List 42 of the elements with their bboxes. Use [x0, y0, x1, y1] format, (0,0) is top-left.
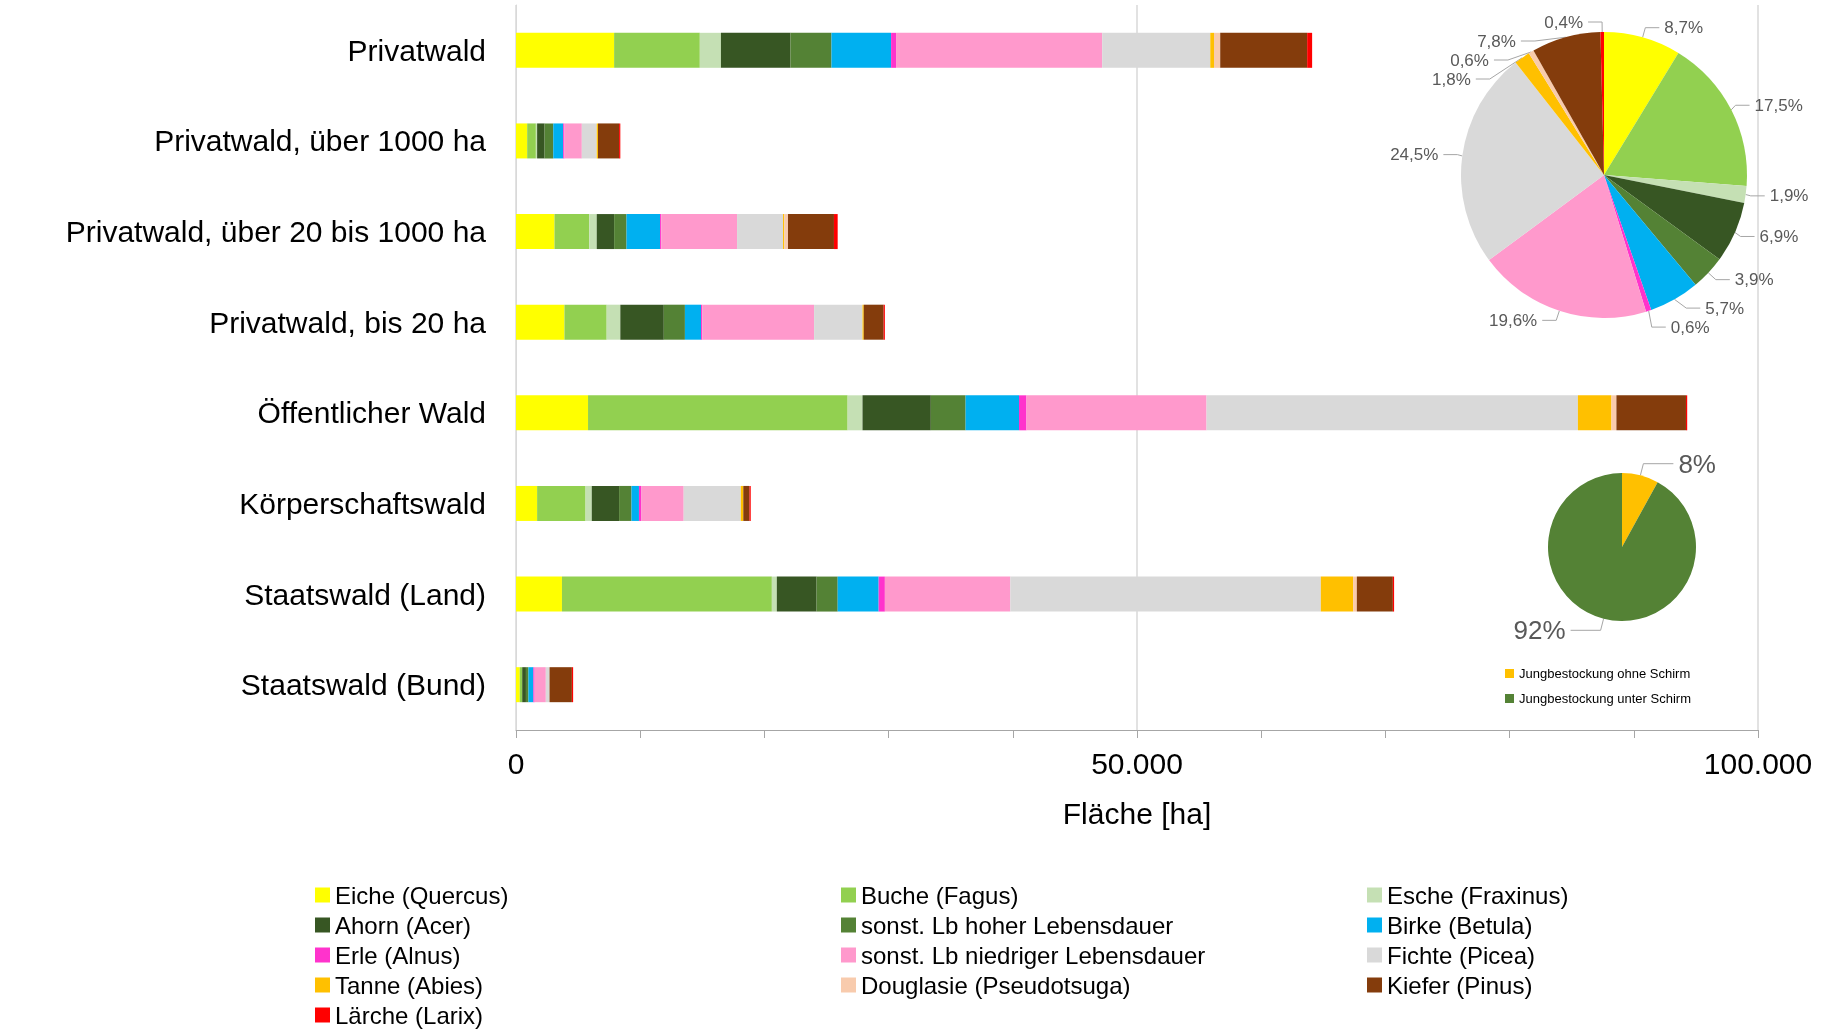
legend-label: Tanne (Abies) [335, 971, 484, 999]
legend-label: Douglasie (Pseudotsuga) [861, 971, 1131, 999]
legend-label: sonst. Lb niedriger Lebensdauer [861, 941, 1206, 969]
data-label: 0,4% [1544, 12, 1584, 32]
data-label: 5,7% [1705, 298, 1745, 318]
x-tick-label: 0 [507, 746, 525, 780]
y-tick-label: Privatwald, über 20 bis 1000 ha [65, 215, 487, 249]
legend-label: Fichte (Picea) [1387, 941, 1536, 969]
data-label: 24,5% [1390, 145, 1439, 165]
legend-label: Esche (Fraxinus) [1387, 881, 1569, 909]
legend-label: Lärche (Larix) [335, 1001, 484, 1029]
data-label: 92% [1513, 615, 1566, 646]
data-label: 0,6% [1450, 50, 1489, 70]
y-tick-label: Privatwald, bis 20 ha [209, 305, 487, 339]
data-label: 0,6% [1670, 317, 1710, 337]
legend-label: Birke (Betula) [1387, 911, 1533, 939]
y-tick-label: Körperschaftswald [239, 486, 486, 520]
legend-label: Kiefer (Pinus) [1387, 971, 1533, 999]
y-tick-label: Öffentlicher Wald [257, 396, 486, 430]
data-label: 8% [1678, 448, 1716, 479]
x-tick-label: 100.000 [1703, 746, 1813, 780]
legend-label: Ahorn (Acer) [335, 911, 472, 939]
y-tick-label: Staatswald (Land) [244, 577, 486, 611]
data-label: 17,5% [1754, 95, 1803, 115]
data-label: 8,7% [1664, 18, 1704, 38]
data-label: 1,9% [1769, 186, 1809, 206]
y-tick-label: Privatwald, über 1000 ha [154, 124, 487, 158]
data-label: 3,9% [1734, 270, 1774, 290]
legend-label: sonst. Lb hoher Lebensdauer [861, 911, 1174, 939]
y-tick-label: Privatwald [347, 33, 486, 67]
y-tick-label: Staatswald (Bund) [240, 668, 486, 702]
data-label: 7,8% [1477, 31, 1516, 51]
legend-label: Eiche (Quercus) [335, 881, 509, 909]
data-label: 1,8% [1432, 69, 1471, 89]
x-axis-title: Fläche [ha] [1062, 796, 1212, 830]
data-label: 19,6% [1489, 310, 1538, 330]
data-label: 6,9% [1759, 226, 1799, 246]
legend-label: Buche (Fagus) [861, 881, 1019, 909]
legend-label: Jungbestockung ohne Schirm [1519, 666, 1691, 681]
legend-label: Jungbestockung unter Schirm [1519, 691, 1691, 706]
x-tick-label: 50.000 [1091, 746, 1183, 780]
legend-label: Erle (Alnus) [335, 941, 461, 969]
